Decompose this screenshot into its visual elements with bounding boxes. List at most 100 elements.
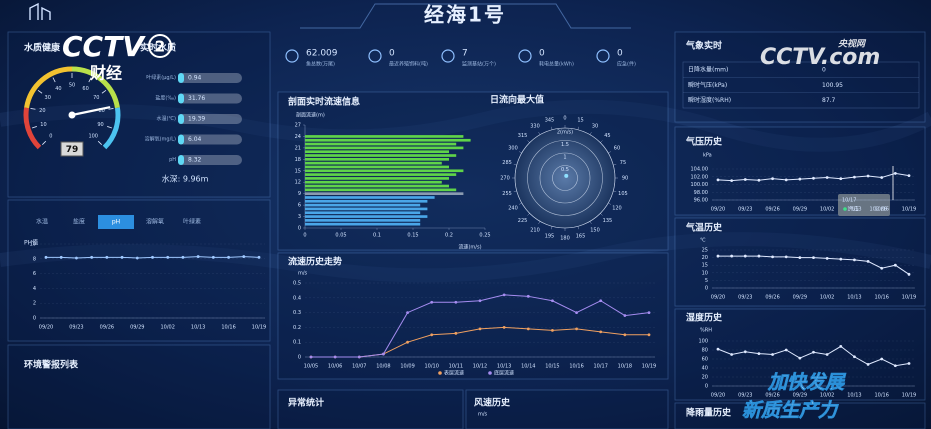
bar xyxy=(305,184,449,188)
y-tick-label: 0 xyxy=(705,286,708,292)
angle-tick xyxy=(513,164,517,166)
bar xyxy=(305,196,435,199)
gauge-tick xyxy=(30,108,36,110)
x-tick-label: 10/19 xyxy=(902,393,916,399)
data-point xyxy=(430,300,434,304)
gauge-hub xyxy=(68,111,76,119)
angle-tick-label: 120 xyxy=(612,206,622,212)
axis-label: 流速(m/s) xyxy=(458,244,481,251)
tab[interactable]: 盐度 xyxy=(73,218,85,226)
data-point xyxy=(839,257,843,261)
data-point xyxy=(75,256,78,260)
angle-tick xyxy=(527,213,530,216)
data-point xyxy=(907,272,911,276)
data-point xyxy=(105,255,109,259)
stat-value: 7 xyxy=(462,49,468,59)
gauge-band xyxy=(23,107,42,150)
table-label: 瞬时湿度(%RH) xyxy=(688,96,731,104)
x-tick-label: 10/10 xyxy=(425,364,439,370)
x-tick-label: 0.1 xyxy=(373,233,381,239)
x-tick-label: 10/18 xyxy=(618,364,632,370)
angle-tick xyxy=(589,221,592,225)
quality-value: 6.04 xyxy=(188,136,202,143)
angle-tick-label: 15 xyxy=(577,118,583,124)
x-tick-label: 10/08 xyxy=(376,364,390,370)
data-point xyxy=(647,333,651,337)
panel xyxy=(277,389,464,429)
y-tick-label: 98.00 xyxy=(694,190,708,196)
x-tick-label: 09/23 xyxy=(69,325,83,331)
x-tick-label: 10/02 xyxy=(820,295,834,301)
table-label: 日降水量(mm) xyxy=(688,66,728,74)
x-tick-label: 10/11 xyxy=(449,364,463,370)
stat-icon xyxy=(518,49,532,63)
data-point xyxy=(812,350,815,354)
x-tick-label: 10/13 xyxy=(497,364,511,370)
panel xyxy=(7,31,271,198)
y-tick-label: 0 xyxy=(705,384,708,390)
angle-tick-label: 180 xyxy=(560,236,570,242)
channel-name: 财经 xyxy=(89,64,122,83)
y-tick-label: 12 xyxy=(295,180,301,186)
x-tick-label: 10/12 xyxy=(473,364,487,370)
gauge-needle xyxy=(70,106,111,117)
tab[interactable]: 叶绿素 xyxy=(183,218,201,226)
bar xyxy=(305,199,428,203)
angle-tick-label: 210 xyxy=(530,227,540,233)
x-tick-label: 10/07 xyxy=(352,364,366,370)
bar xyxy=(305,207,428,211)
data-point xyxy=(257,255,261,259)
x-tick-label: 10/02 xyxy=(820,207,834,213)
data-point xyxy=(623,333,627,337)
tab[interactable]: 溶解氧 xyxy=(146,218,164,226)
angle-tick-label: 60 xyxy=(614,146,620,152)
data-point xyxy=(502,293,506,297)
gauge-tick-label: 40 xyxy=(55,86,61,92)
angle-tick-label: 165 xyxy=(576,233,586,239)
angle-tick xyxy=(577,126,579,130)
angle-tick-label: 45 xyxy=(604,133,610,139)
y-tick-label: 4 xyxy=(33,286,36,292)
data-point xyxy=(382,352,385,356)
data-point xyxy=(757,254,761,258)
y-tick-label: 20 xyxy=(702,375,708,381)
quality-value: 19.39 xyxy=(188,116,205,123)
data-point xyxy=(454,331,458,335)
x-tick-label: 09/20 xyxy=(711,207,725,213)
angle-tick xyxy=(600,140,603,143)
tab[interactable]: pH xyxy=(112,219,120,226)
data-point xyxy=(743,178,747,181)
stat-label: 最近养殖饵料(吨) xyxy=(389,61,428,68)
gauge-tick-label: 80 xyxy=(98,108,104,114)
data-point xyxy=(812,256,815,259)
panel-title: 水质健康 xyxy=(24,42,61,54)
data-point xyxy=(866,260,870,263)
angle-tick xyxy=(608,151,612,154)
stat-icon xyxy=(285,49,299,63)
quality-value: 8.32 xyxy=(188,157,202,164)
radial-grid xyxy=(552,165,578,191)
y-tick-label: 3 xyxy=(298,214,301,220)
tab[interactable]: 水温 xyxy=(36,218,48,226)
quality-label: 水温(℃) xyxy=(156,115,176,122)
data-point xyxy=(825,353,829,356)
bar xyxy=(305,161,442,165)
x-tick-label: 10/13 xyxy=(847,393,861,399)
y-tick-label: 100.00 xyxy=(691,182,709,188)
bar xyxy=(305,219,421,222)
angle-tick-label: 0 xyxy=(563,116,566,122)
data-point xyxy=(430,333,434,337)
data-point xyxy=(839,345,843,348)
tab-selected[interactable] xyxy=(98,215,134,229)
quality-cap xyxy=(178,155,184,165)
angle-tick xyxy=(600,213,603,216)
gauge-tick xyxy=(31,126,37,129)
data-point xyxy=(406,340,409,344)
gauge-tick xyxy=(108,108,114,110)
gauge-band xyxy=(71,66,120,109)
y-tick-label: 100 xyxy=(698,339,708,345)
data-point xyxy=(907,174,911,177)
data-point xyxy=(880,266,884,270)
gauge-tick xyxy=(97,140,102,145)
